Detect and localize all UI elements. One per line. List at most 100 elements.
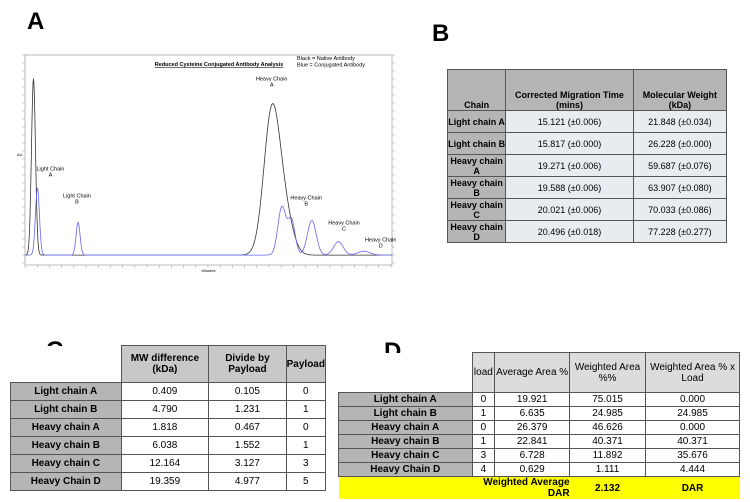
table-row: Heavy chain C 3 6.728 11.892 35.676	[338, 448, 740, 463]
row-label: Heavy chain B	[10, 436, 122, 455]
legend-entry: Black = Native Antibody	[297, 56, 355, 62]
table-cell: 1.111	[569, 462, 647, 477]
table-row: Heavy Chain D 19.359 4.977 5	[10, 472, 327, 491]
table-cell: 15.817 (±0.000)	[505, 132, 634, 155]
row-label: Heavy chain C	[446, 198, 507, 221]
table-cell: 26.228 (±0.000)	[632, 132, 728, 155]
header-row: MW difference (kDa) Divide by Payload Payl…	[10, 345, 327, 383]
table-row: Heavy chain A 19.271 (±0.006) 59.687 (±0.0…	[446, 154, 728, 177]
column-header: Weighted Area % x Load	[645, 352, 740, 393]
peak-annotation: Light Chain B	[63, 193, 91, 205]
table-row: Heavy chain A 1.818 0.467 0	[10, 418, 327, 437]
table-cell: 77.228 (±0.277)	[632, 220, 728, 243]
table-row: Heavy chain C 20.021 (±0.006) 70.033 (±0.0…	[446, 198, 728, 221]
table-cell: 24.985	[569, 406, 647, 421]
row-label: Heavy chain A	[338, 420, 473, 435]
table-row: Heavy chain D 20.496 (±0.018) 77.228 (±0.2…	[446, 220, 728, 243]
table-cell: 19.921	[494, 392, 571, 407]
table-row: Light chain A 0.409 0.105 0	[10, 382, 327, 401]
row-label: Light chain B	[338, 406, 473, 421]
table-cell: 11.892	[569, 448, 647, 463]
table-b-migration: Chain Corrected Migration Time (mins) Mole…	[446, 69, 728, 243]
table-cell: 0	[471, 420, 496, 435]
table-row: Light chain A 15.121 (±0.006) 21.848 (±0.0…	[446, 110, 728, 133]
electropherogram-chart: Reduced Cysteine Conjugated Antibody Ana…	[17, 54, 396, 273]
row-label: Light chain A	[446, 110, 507, 133]
table-cell: 3	[285, 454, 327, 473]
column-header: Payload	[285, 345, 327, 383]
table-row: Heavy chain A 0 26.379 46.626 0.000	[338, 420, 740, 435]
table-cell: 4.790	[120, 400, 210, 419]
table-cell: 4.444	[645, 462, 740, 477]
table-row: Light chain A 0 19.921 75.015 0.000	[338, 392, 740, 407]
table-cell: 1	[285, 400, 327, 419]
table-cell: 24.985	[645, 406, 740, 421]
table-cell: 20.021 (±0.006)	[505, 198, 634, 221]
table-row: Light chain B 4.790 1.231 1	[10, 400, 327, 419]
empty-corner	[10, 345, 121, 383]
table-cell: 0.409	[120, 382, 210, 401]
column-header: Average Area %	[494, 352, 571, 393]
column-header: load	[471, 352, 496, 393]
table-cell: 1.552	[208, 436, 287, 455]
column-header: Weighted Area %%	[569, 352, 647, 393]
header-row: Chain Corrected Migration Time (mins) Mole…	[446, 69, 728, 111]
table-c-payload: MW difference (kDa) Divide by Payload Payl…	[10, 345, 327, 491]
table-cell: 6.728	[494, 448, 571, 463]
row-label: Light chain A	[338, 392, 473, 407]
table-row: Heavy chain B 1 22.841 40.371 40.371	[338, 434, 740, 449]
table-cell: 35.676	[645, 448, 740, 463]
table-cell: 46.626	[569, 420, 647, 435]
table-cell: 26.379	[494, 420, 571, 435]
table-cell: 19.359	[120, 472, 210, 491]
peak-annotation: Heavy Chain C	[328, 220, 360, 232]
peak-annotation: Heavy Chain D	[365, 238, 396, 250]
table-cell: 19.271 (±0.006)	[505, 154, 634, 177]
table-row: Light chain B 15.817 (±0.000) 26.228 (±0.0…	[446, 132, 728, 155]
row-label: Heavy chain B	[338, 434, 473, 449]
table-row: Heavy chain C 12.164 3.127 3	[10, 454, 327, 473]
table-cell: 40.371	[645, 434, 740, 449]
row-label: Heavy chain C	[10, 454, 122, 473]
table-cell: 15.121 (±0.006)	[505, 110, 634, 133]
dar-unit: DAR	[645, 476, 740, 499]
row-label: Heavy Chain D	[10, 472, 122, 491]
row-label: Heavy chain B	[446, 176, 507, 199]
table-cell: 0.105	[208, 382, 287, 401]
table-cell: 21.848 (±0.034)	[632, 110, 728, 133]
row-label: Heavy chain A	[446, 154, 507, 177]
x-axis-label: Minutes	[201, 268, 215, 273]
column-header: Corrected Migration Time (mins)	[505, 69, 634, 111]
series-line-conjugated-antibody	[25, 187, 392, 256]
legend-entry: Blue = Conjugated Antibody	[297, 63, 365, 69]
table-cell: 19.588 (±0.006)	[505, 176, 634, 199]
row-label: Heavy Chain D	[338, 462, 473, 477]
table-cell: 0.000	[645, 420, 740, 435]
table-cell: 70.033 (±0.086)	[632, 198, 728, 221]
column-header: Molecular Weight (kDa)	[632, 69, 728, 111]
y-axis-label: AU	[17, 152, 23, 157]
table-cell: 40.371	[569, 434, 647, 449]
panel-label-b: B	[432, 20, 450, 47]
dar-summary-row: Weighted Average DAR 2.132 DAR	[338, 476, 740, 499]
table-cell: 1.231	[208, 400, 287, 419]
empty-corner	[338, 352, 472, 393]
table-cell: 12.164	[120, 454, 210, 473]
table-cell: 1	[471, 406, 496, 421]
table-cell: 0	[471, 392, 496, 407]
plot-frame	[24, 54, 393, 266]
table-row: Light chain B 1 6.635 24.985 24.985	[338, 406, 740, 421]
dar-label: Weighted Average DAR	[472, 476, 570, 499]
table-cell: 0.000	[645, 392, 740, 407]
table-cell: 3.127	[208, 454, 287, 473]
column-header: Divide by Payload	[208, 345, 287, 383]
row-label: Light chain B	[10, 400, 122, 419]
column-header: MW difference (kDa)	[120, 345, 210, 383]
table-cell: 0	[285, 418, 327, 437]
peak-annotation: Heavy Chain B	[290, 195, 322, 207]
table-cell: 59.687 (±0.076)	[632, 154, 728, 177]
peak-annotation: Light Chain A	[36, 167, 64, 179]
table-cell: 6.038	[120, 436, 210, 455]
chart-title: Reduced Cysteine Conjugated Antibody Ana…	[155, 62, 284, 68]
column-header: Chain	[446, 69, 507, 111]
